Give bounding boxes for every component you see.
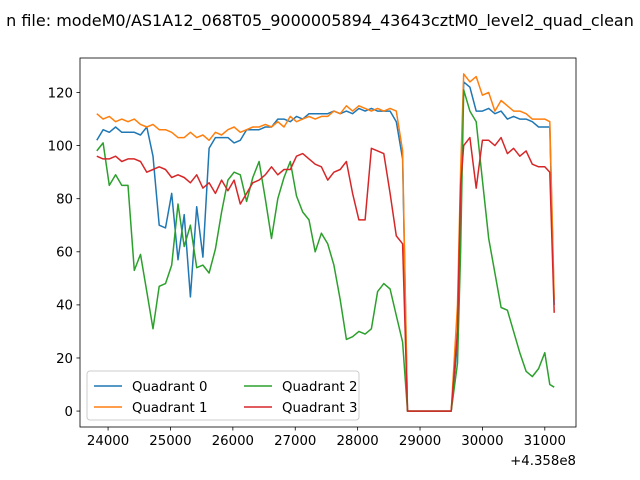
legend-label: Quadrant 1: [132, 401, 207, 416]
x-tick-label: 31000: [524, 434, 566, 449]
y-tick-label: 40: [56, 299, 73, 314]
y-axis: 0 20 40 60 80 100 120: [48, 86, 80, 420]
y-tick-label: 0: [65, 405, 73, 420]
y-tick-label: 100: [48, 139, 73, 154]
x-offset-label: +4.358e8: [510, 454, 576, 469]
legend: Quadrant 0 Quadrant 1 Quadrant 2 Quadrant 3: [86, 370, 360, 421]
legend-label: Quadrant 2: [282, 380, 357, 395]
chart-title: n file: modeM0/AS1A12_068T05_9000005894_…: [6, 11, 634, 31]
series-line-quadrant-0: [96, 81, 555, 412]
x-tick-label: 26000: [212, 434, 254, 449]
x-tick-label: 28000: [336, 434, 378, 449]
y-tick-label: 60: [56, 246, 73, 261]
x-tick-label: 25000: [149, 434, 191, 449]
x-tick-label: 30000: [461, 434, 503, 449]
x-axis: 24000 25000 26000 27000 28000 29000 30000 31000: [87, 427, 566, 449]
series-line-quadrant-3: [96, 136, 555, 412]
legend-box: [86, 370, 360, 421]
x-tick-label: 29000: [399, 434, 441, 449]
x-tick-label: 24000: [87, 434, 129, 449]
series-line-quadrant-2: [96, 89, 555, 412]
y-tick-label: 120: [48, 86, 73, 101]
series-lines: [96, 73, 555, 412]
legend-label: Quadrant 0: [132, 380, 207, 395]
axes-frame: [79, 57, 577, 428]
y-tick-label: 20: [56, 352, 73, 367]
legend-label: Quadrant 3: [282, 401, 357, 416]
x-tick-label: 27000: [274, 434, 316, 449]
series-line-quadrant-1: [96, 73, 555, 412]
y-tick-label: 80: [56, 192, 73, 207]
